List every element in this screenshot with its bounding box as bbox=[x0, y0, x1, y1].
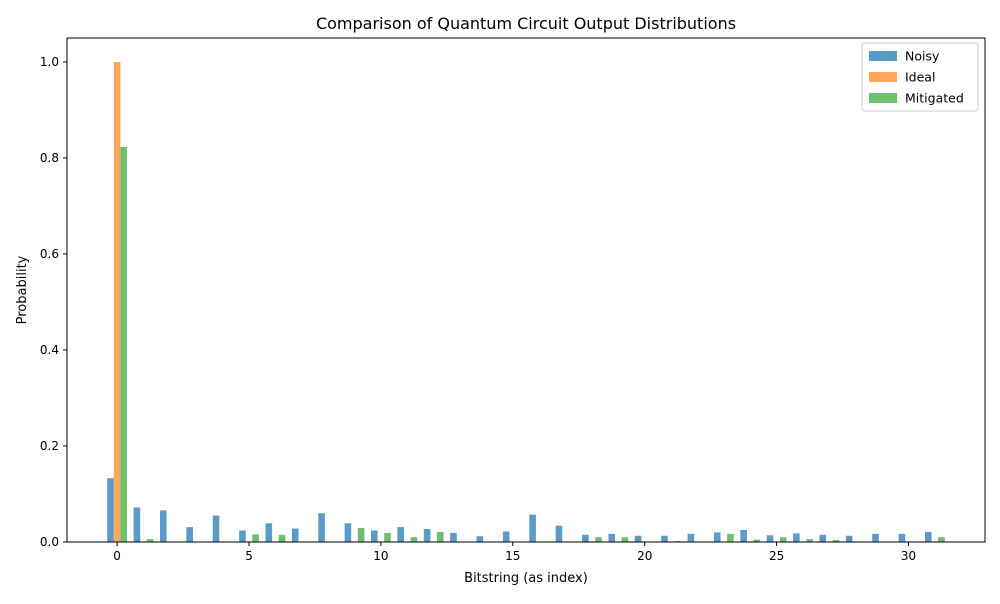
chart-title: Comparison of Quantum Circuit Output Dis… bbox=[316, 14, 736, 33]
bar-noisy-15 bbox=[502, 531, 510, 542]
x-tick-label: 0 bbox=[113, 549, 121, 563]
bar-mitigated-5 bbox=[252, 534, 259, 542]
bar-noisy-23 bbox=[713, 532, 721, 542]
legend-label-noisy: Noisy bbox=[905, 49, 940, 64]
x-axis: 0 5 10 15 20 25 30 bbox=[113, 542, 916, 563]
bar-noisy-27 bbox=[819, 534, 827, 542]
bar-noisy-7 bbox=[291, 528, 299, 542]
bar-noisy-8 bbox=[318, 513, 325, 542]
x-axis-label: Bitstring (as index) bbox=[464, 571, 588, 586]
legend-swatch-mitigated bbox=[869, 93, 897, 103]
legend: Noisy Ideal Mitigated bbox=[861, 42, 979, 112]
x-tick-label: 15 bbox=[505, 549, 520, 563]
bar-mitigated-1 bbox=[146, 539, 154, 542]
bar-noisy-18 bbox=[582, 534, 589, 542]
bar-mitigated-25 bbox=[779, 537, 787, 542]
x-tick-label: 25 bbox=[769, 549, 784, 563]
bar-noisy-24 bbox=[740, 530, 747, 542]
bar-mitigated-11 bbox=[410, 537, 418, 542]
plot-frame bbox=[66, 37, 986, 543]
bar-mitigated-19 bbox=[621, 537, 629, 542]
bar-mitigated-9 bbox=[357, 528, 365, 542]
x-tick-label: 30 bbox=[901, 549, 916, 563]
bar-mitigated-12 bbox=[436, 531, 444, 542]
bar-mitigated-0 bbox=[120, 146, 128, 542]
bar-noisy-4 bbox=[212, 515, 220, 542]
y-tick-label: 1.0 bbox=[40, 55, 59, 69]
y-tick-label: 0.6 bbox=[40, 247, 59, 261]
y-tick-label: 0.2 bbox=[40, 439, 59, 453]
bar-noisy-16 bbox=[529, 514, 536, 542]
bar-noisy-1 bbox=[133, 507, 141, 542]
bar-noisy-30 bbox=[898, 533, 906, 542]
bar-mitigated-24 bbox=[753, 539, 761, 542]
bar-noisy-9 bbox=[344, 523, 352, 542]
x-tick-label: 20 bbox=[637, 549, 652, 563]
bar-noisy-22 bbox=[687, 533, 695, 542]
bar-noisy-19 bbox=[608, 533, 616, 542]
legend-swatch-ideal bbox=[869, 72, 897, 82]
legend-label-ideal: Ideal bbox=[905, 70, 935, 85]
y-tick-label: 0.4 bbox=[40, 343, 59, 357]
bar-mitigated-31 bbox=[938, 537, 945, 542]
bar-noisy-21 bbox=[661, 535, 668, 542]
legend-label-mitigated: Mitigated bbox=[905, 91, 964, 106]
bar-mitigated-10 bbox=[384, 532, 391, 542]
bar-ideal-0 bbox=[113, 62, 121, 542]
x-tick-label: 10 bbox=[373, 549, 388, 563]
y-tick-label: 0.0 bbox=[40, 535, 59, 549]
y-axis: 0.0 0.2 0.4 0.6 0.8 1.0 bbox=[40, 55, 67, 549]
bar-noisy-25 bbox=[766, 535, 774, 542]
bar-noisy-2 bbox=[159, 510, 167, 542]
bar-mitigated-18 bbox=[595, 537, 602, 542]
bar-noisy-0 bbox=[107, 478, 114, 542]
bar-mitigated-26 bbox=[806, 539, 813, 542]
bar-noisy-17 bbox=[555, 525, 563, 542]
bar-noisy-10 bbox=[371, 530, 378, 542]
y-tick-label: 0.8 bbox=[40, 151, 59, 165]
bar-noisy-14 bbox=[476, 536, 484, 542]
bar-noisy-20 bbox=[634, 535, 642, 542]
bar-mitigated-6 bbox=[278, 534, 286, 542]
y-axis-label: Probability bbox=[15, 255, 30, 324]
bar-noisy-3 bbox=[186, 527, 193, 542]
legend-swatch-noisy bbox=[869, 51, 897, 61]
bar-mitigated-23 bbox=[727, 533, 734, 542]
bar-noisy-31 bbox=[924, 531, 932, 542]
bar-noisy-5 bbox=[239, 530, 246, 542]
x-tick-label: 5 bbox=[245, 549, 253, 563]
bar-mitigated-27 bbox=[832, 540, 840, 542]
bar-noisy-29 bbox=[872, 533, 879, 542]
bars-layer bbox=[107, 62, 945, 542]
bar-noisy-11 bbox=[397, 527, 404, 542]
bar-noisy-28 bbox=[845, 535, 853, 542]
bar-noisy-12 bbox=[423, 529, 431, 542]
bar-noisy-13 bbox=[450, 532, 457, 542]
bar-noisy-26 bbox=[793, 533, 800, 542]
bar-noisy-6 bbox=[265, 523, 273, 542]
